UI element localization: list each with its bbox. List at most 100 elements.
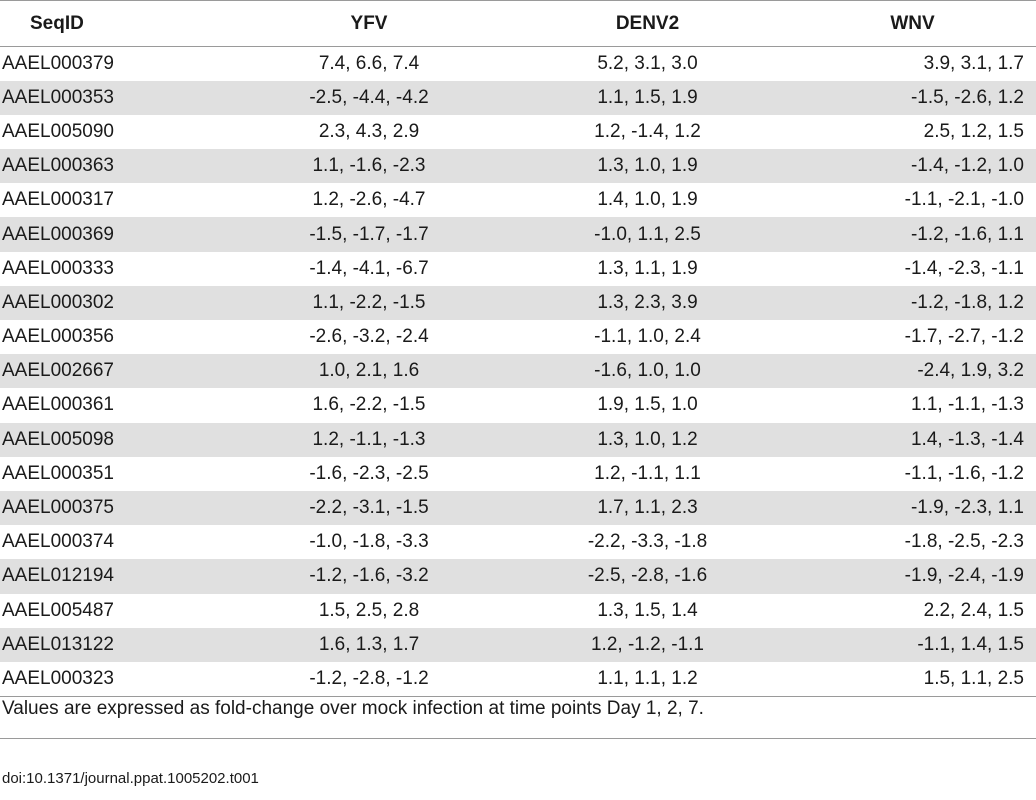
header-seqid: SeqID [0,0,232,47]
header-denv2: DENV2 [506,0,789,47]
cell-wnv: -1.1, -1.6, -1.2 [904,462,1024,484]
fold-change-table: SeqID YFV DENV2 WNV AAEL000379 7.4, 6.6, … [0,0,1036,697]
cell-wnv: 3.9, 3.1, 1.7 [923,52,1024,74]
cell-seqid: AAEL005098 [2,428,114,450]
cell-denv2: 1.4, 1.0, 1.9 [597,189,698,211]
cell-denv2: 1.3, 1.1, 1.9 [597,257,698,279]
cell-denv2: 1.7, 1.1, 2.3 [597,497,698,519]
cell-wnv: -2.4, 1.9, 3.2 [917,360,1024,382]
cell-wnv: -1.2, -1.8, 1.2 [910,291,1024,313]
cell-yfv: 1.1, -1.6, -2.3 [312,155,426,177]
cell-yfv: 1.2, -1.1, -1.3 [312,428,426,450]
table-row: AAEL000302 1.1, -2.2, -1.5 1.3, 2.3, 3.9 -1… [0,285,1036,320]
cell-wnv: -1.9, -2.4, -1.9 [904,565,1024,587]
cell-denv2: 1.2, -1.1, 1.1 [594,462,701,484]
table-row: AAEL005098 1.2, -1.1, -1.3 1.3, 1.0, 1.2 1.… [0,422,1036,457]
cell-seqid: AAEL000356 [2,326,114,348]
table-row: AAEL000369 -1.5, -1.7, -1.7 -1.0, 1.1, 2.5… [0,217,1036,252]
table-row: AAEL005090 2.3, 4.3, 2.9 1.2, -1.4, 1.2 2.5… [0,115,1036,149]
table-row: AAEL000361 1.6, -2.2, -1.5 1.9, 1.5, 1.0 1.… [0,388,1036,422]
cell-yfv: -1.4, -4.1, -6.7 [309,257,429,279]
table-row: AAEL000323 -1.2, -2.8, -1.2 1.1, 1.1, 1.2 1… [0,661,1036,697]
cell-yfv: 1.6, -2.2, -1.5 [312,394,426,416]
cell-wnv: 1.4, -1.3, -1.4 [910,428,1024,450]
cell-wnv: -1.7, -2.7, -1.2 [904,326,1024,348]
table-row: AAEL000379 7.4, 6.6, 7.4 5.2, 3.1, 3.0 3.9,… [0,47,1036,81]
cell-yfv: 1.0, 2.1, 1.6 [318,360,420,382]
cell-yfv: -2.6, -3.2, -2.4 [309,326,429,348]
cell-denv2: 1.3, 2.3, 3.9 [597,291,698,313]
table-row: AAEL000351 -1.6, -2.3, -2.5 1.2, -1.1, 1.1… [0,457,1036,491]
table-row: AAEL000375 -2.2, -3.1, -1.5 1.7, 1.1, 2.3 -… [0,490,1036,526]
cell-wnv: -1.1, 1.4, 1.5 [917,633,1024,655]
cell-denv2: -1.6, 1.0, 1.0 [594,360,701,382]
cell-yfv: -1.2, -1.6, -3.2 [309,565,429,587]
cell-seqid: AAEL000375 [2,497,114,519]
cell-denv2: 1.3, 1.5, 1.4 [597,599,698,621]
cell-seqid: AAEL000379 [2,52,114,74]
cell-yfv: -1.0, -1.8, -3.3 [309,531,429,553]
cell-seqid: AAEL002667 [2,360,114,382]
cell-yfv: 2.3, 4.3, 2.9 [318,120,420,142]
cell-seqid: AAEL000302 [2,291,114,313]
header-yfv: YFV [232,0,506,47]
cell-yfv: 1.1, -2.2, -1.5 [312,291,426,313]
table-header-row: SeqID YFV DENV2 WNV [0,0,1036,47]
cell-seqid: AAEL000323 [0,661,232,697]
table-row: AAEL000356 -2.6, -3.2, -2.4 -1.1, 1.0, 2.4… [0,320,1036,354]
cell-seqid: AAEL000363 [2,155,114,177]
table-row: AAEL000353 -2.5, -4.4, -4.2 1.1, 1.5, 1.9 -… [0,80,1036,115]
cell-wnv: -1.2, -1.6, 1.1 [910,223,1024,245]
cell-yfv: 1.6, 1.3, 1.7 [318,633,420,655]
cell-seqid: AAEL000351 [2,462,114,484]
cell-denv2: -1.1, 1.0, 2.4 [594,326,701,348]
cell-wnv: -1.4, -2.3, -1.1 [904,257,1024,279]
cell-denv2: 5.2, 3.1, 3.0 [597,52,698,74]
cell-seqid: AAEL012194 [2,565,114,587]
cell-wnv: 2.2, 2.4, 1.5 [923,599,1024,621]
table-row: AAEL005487 1.5, 2.5, 2.8 1.3, 1.5, 1.4 2.2,… [0,594,1036,628]
cell-seqid: AAEL000353 [2,86,114,108]
cell-denv2: 1.3, 1.0, 1.2 [597,428,698,450]
cell-seqid: AAEL000333 [2,257,114,279]
cell-denv2: 1.9, 1.5, 1.0 [597,394,698,416]
cell-seqid: AAEL013122 [2,633,114,655]
cell-seqid: AAEL000317 [2,189,114,211]
cell-yfv: -2.5, -4.4, -4.2 [309,86,429,108]
cell-denv2: 1.2, -1.2, -1.1 [590,633,704,655]
cell-wnv: -1.8, -2.5, -2.3 [904,531,1024,553]
cell-denv2: -2.2, -3.3, -1.8 [587,531,708,553]
table-row: AAEL000374 -1.0, -1.8, -3.3 -2.2, -3.3, -1… [0,525,1036,559]
cell-wnv: -1.1, -2.1, -1.0 [904,189,1024,211]
divider [0,738,1036,739]
doi-label: doi:10.1371/journal.ppat.1005202.t001 [2,770,259,787]
cell-wnv: 1.5, 1.1, 2.5 [789,661,1036,697]
cell-seqid: AAEL005090 [2,120,114,142]
cell-yfv: -2.2, -3.1, -1.5 [309,497,429,519]
table-row: AAEL000363 1.1, -1.6, -2.3 1.3, 1.0, 1.9 -1… [0,149,1036,184]
cell-seqid: AAEL000369 [2,223,114,245]
cell-wnv: 2.5, 1.2, 1.5 [923,120,1024,142]
cell-denv2: 1.3, 1.0, 1.9 [597,155,698,177]
cell-denv2: -2.5, -2.8, -1.6 [587,565,708,587]
cell-yfv: -1.2, -2.8, -1.2 [232,661,506,697]
cell-denv2: 1.2, -1.4, 1.2 [594,120,701,142]
cell-wnv: -1.9, -2.3, 1.1 [910,497,1024,519]
cell-yfv: 7.4, 6.6, 7.4 [318,52,420,74]
cell-yfv: 1.5, 2.5, 2.8 [318,599,420,621]
cell-seqid: AAEL000361 [2,394,114,416]
table-row: AAEL013122 1.6, 1.3, 1.7 1.2, -1.2, -1.1 -1… [0,627,1036,662]
cell-denv2: -1.0, 1.1, 2.5 [594,223,701,245]
table-footnote: Values are expressed as fold-change over… [2,698,704,719]
table-row: AAEL002667 1.0, 2.1, 1.6 -1.6, 1.0, 1.0 -2.… [0,354,1036,389]
cell-yfv: -1.6, -2.3, -2.5 [309,462,429,484]
cell-seqid: AAEL005487 [2,599,114,621]
cell-yfv: 1.2, -2.6, -4.7 [312,189,426,211]
table-body: AAEL000379 7.4, 6.6, 7.4 5.2, 3.1, 3.0 3.9,… [0,47,1036,697]
data-table-container: SeqID YFV DENV2 WNV AAEL000379 7.4, 6.6, … [0,0,1036,697]
table-row: AAEL000333 -1.4, -4.1, -6.7 1.3, 1.1, 1.9 -… [0,252,1036,286]
cell-denv2: 1.1, 1.5, 1.9 [597,86,698,108]
table-row: AAEL012194 -1.2, -1.6, -3.2 -2.5, -2.8, -1… [0,559,1036,594]
table-row: AAEL000317 1.2, -2.6, -4.7 1.4, 1.0, 1.9 -1… [0,183,1036,217]
cell-seqid: AAEL000374 [2,531,114,553]
